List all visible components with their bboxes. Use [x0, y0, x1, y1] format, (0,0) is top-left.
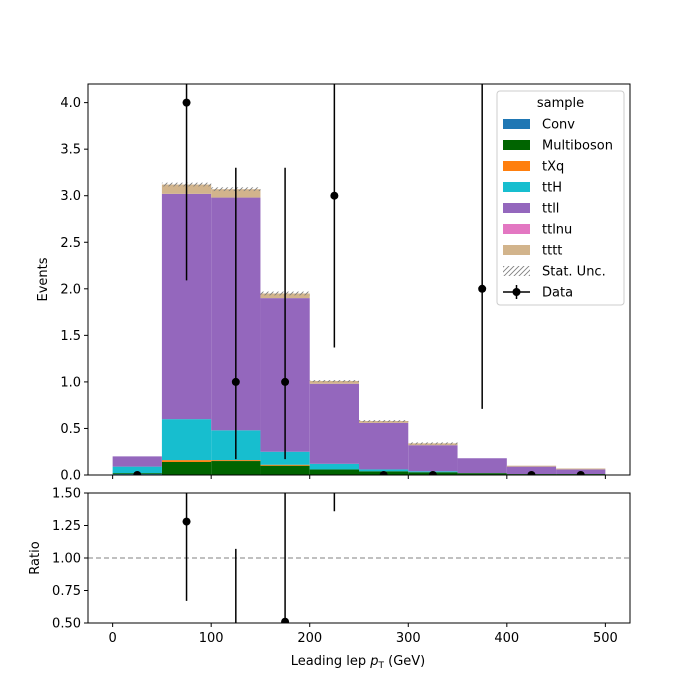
bar-ttH-bin-4 [309, 463, 359, 470]
bar-tXq-bin-1 [161, 460, 212, 462]
bar-tttt-bin-9 [556, 468, 606, 470]
legend-swatch-ttll [503, 203, 530, 213]
main-ytick-label-3.5: 3.5 [60, 143, 81, 158]
ratio-xtick-label-100: 100 [199, 631, 224, 646]
bar-ttH-bin-5 [359, 469, 409, 472]
legend-swatch-tXq [503, 161, 530, 171]
bar-Multiboson-bin-2 [211, 461, 261, 475]
legend-swatch-tttt [503, 245, 530, 255]
data-point-9 [576, 471, 585, 475]
bar-ttll-bin-6 [408, 445, 458, 472]
data-point-1 [182, 98, 191, 107]
bar-tttt-bin-4 [309, 380, 359, 384]
bar-ttll-bin-7 [457, 458, 507, 474]
main-ytick-label-0.0: 0.0 [60, 469, 81, 484]
data-point-5 [379, 471, 388, 475]
ratio-point-0 [182, 517, 191, 526]
ratio-ytick-label-0.75: 0.75 [52, 584, 81, 599]
main-y-axis-label: Events [36, 257, 51, 301]
bar-ttll-bin-4 [309, 383, 359, 464]
legend-label-Data: Data [542, 286, 573, 301]
bar-tXq-bin-2 [211, 460, 261, 462]
ratio-point-2 [281, 617, 290, 623]
bar-Multiboson-bin-4 [309, 469, 359, 475]
bar-Multiboson-bin-3 [260, 465, 310, 475]
ratio-xtick-label-0: 0 [108, 631, 116, 646]
bar-ttH-bin-1 [161, 419, 212, 461]
main-ytick-label-2.5: 2.5 [60, 236, 81, 251]
data-points [133, 84, 585, 475]
legend-swatch-stat-unc [503, 266, 530, 276]
stat-unc-bin-4 [309, 380, 359, 383]
legend-swatch-ttlnu [503, 224, 530, 234]
bar-ttll-bin-8 [506, 466, 557, 475]
data-point-7 [478, 284, 487, 293]
x-axis-label: Leading lep pT (GeV) [291, 654, 425, 671]
ratio-xtick-label-400: 400 [494, 631, 519, 646]
main-panel: 0.0 0.5 1.0 1.5 2.0 2.5 3.0 3.5 4.0 Events [36, 83, 631, 484]
main-ytick-label-1.5: 1.5 [60, 329, 81, 344]
legend-label-Conv: Conv [542, 118, 575, 133]
ratio-panel: 0.50 0.75 1.00 1.25 1.50 0 100 200 300 400 500 Rati… [28, 487, 631, 649]
legend-data-marker [512, 288, 521, 296]
ratio-xtick-label-500: 500 [593, 631, 618, 646]
legend-label-ttlnu: ttlnu [542, 223, 572, 238]
ratio-y-axis-label: Ratio [28, 541, 43, 574]
data-point-6 [428, 471, 437, 475]
bar-Multiboson-bin-7 [457, 473, 507, 475]
legend-swatch-Multiboson [503, 140, 530, 150]
bar-tttt-bin-8 [506, 465, 557, 467]
legend-swatch-ttH [503, 182, 530, 192]
legend-label-ttH: ttH [542, 181, 562, 196]
stat-unc-bin-5 [359, 420, 409, 423]
main-ytick-label-1.0: 1.0 [60, 375, 81, 390]
data-point-4 [330, 191, 339, 200]
legend-label-ttll: ttll [542, 202, 559, 217]
ratio-ytick-label-1.25: 1.25 [52, 519, 81, 534]
ratio-xtick-label-200: 200 [297, 631, 322, 646]
main-ytick-label-0.5: 0.5 [60, 422, 81, 437]
main-ytick-label-2.0: 2.0 [60, 282, 81, 297]
legend-label-Multiboson: Multiboson [542, 139, 613, 154]
ratio-xtick-label-300: 300 [396, 631, 421, 646]
bar-tXq-bin-3 [260, 464, 310, 466]
ratio-ytick-label-1.00: 1.00 [52, 552, 81, 567]
legend-title: sample [537, 96, 584, 111]
data-point-2 [231, 377, 240, 386]
main-ytick-label-3.0: 3.0 [60, 189, 81, 204]
data-point-3 [281, 377, 290, 386]
legend-label-tXq: tXq [542, 160, 564, 175]
stat-unc-bin-6 [408, 442, 458, 445]
data-point-8 [527, 471, 536, 475]
bar-ttll-bin-0 [112, 456, 162, 467]
ratio-point-1 [232, 641, 240, 649]
legend: sample Conv Multiboson tXq ttH ttll ttlnu tttt S… [496, 90, 625, 306]
ratio-ytick-label-0.50: 0.50 [52, 617, 81, 632]
bar-ttll-bin-5 [359, 422, 409, 470]
legend-label-Stat. Unc.: Stat. Unc. [542, 265, 606, 280]
ratio-plot-area [88, 493, 630, 649]
main-axes-frame [87, 83, 631, 476]
bar-ttH-bin-0 [112, 466, 162, 474]
data-point-0 [133, 471, 142, 475]
main-ytick-label-4.0: 4.0 [60, 96, 81, 111]
legend-swatch-Conv [503, 119, 530, 129]
legend-label-tttt: tttt [542, 244, 562, 259]
bar-Multiboson-bin-1 [161, 461, 212, 475]
ratio-ytick-label-1.50: 1.50 [52, 487, 81, 502]
